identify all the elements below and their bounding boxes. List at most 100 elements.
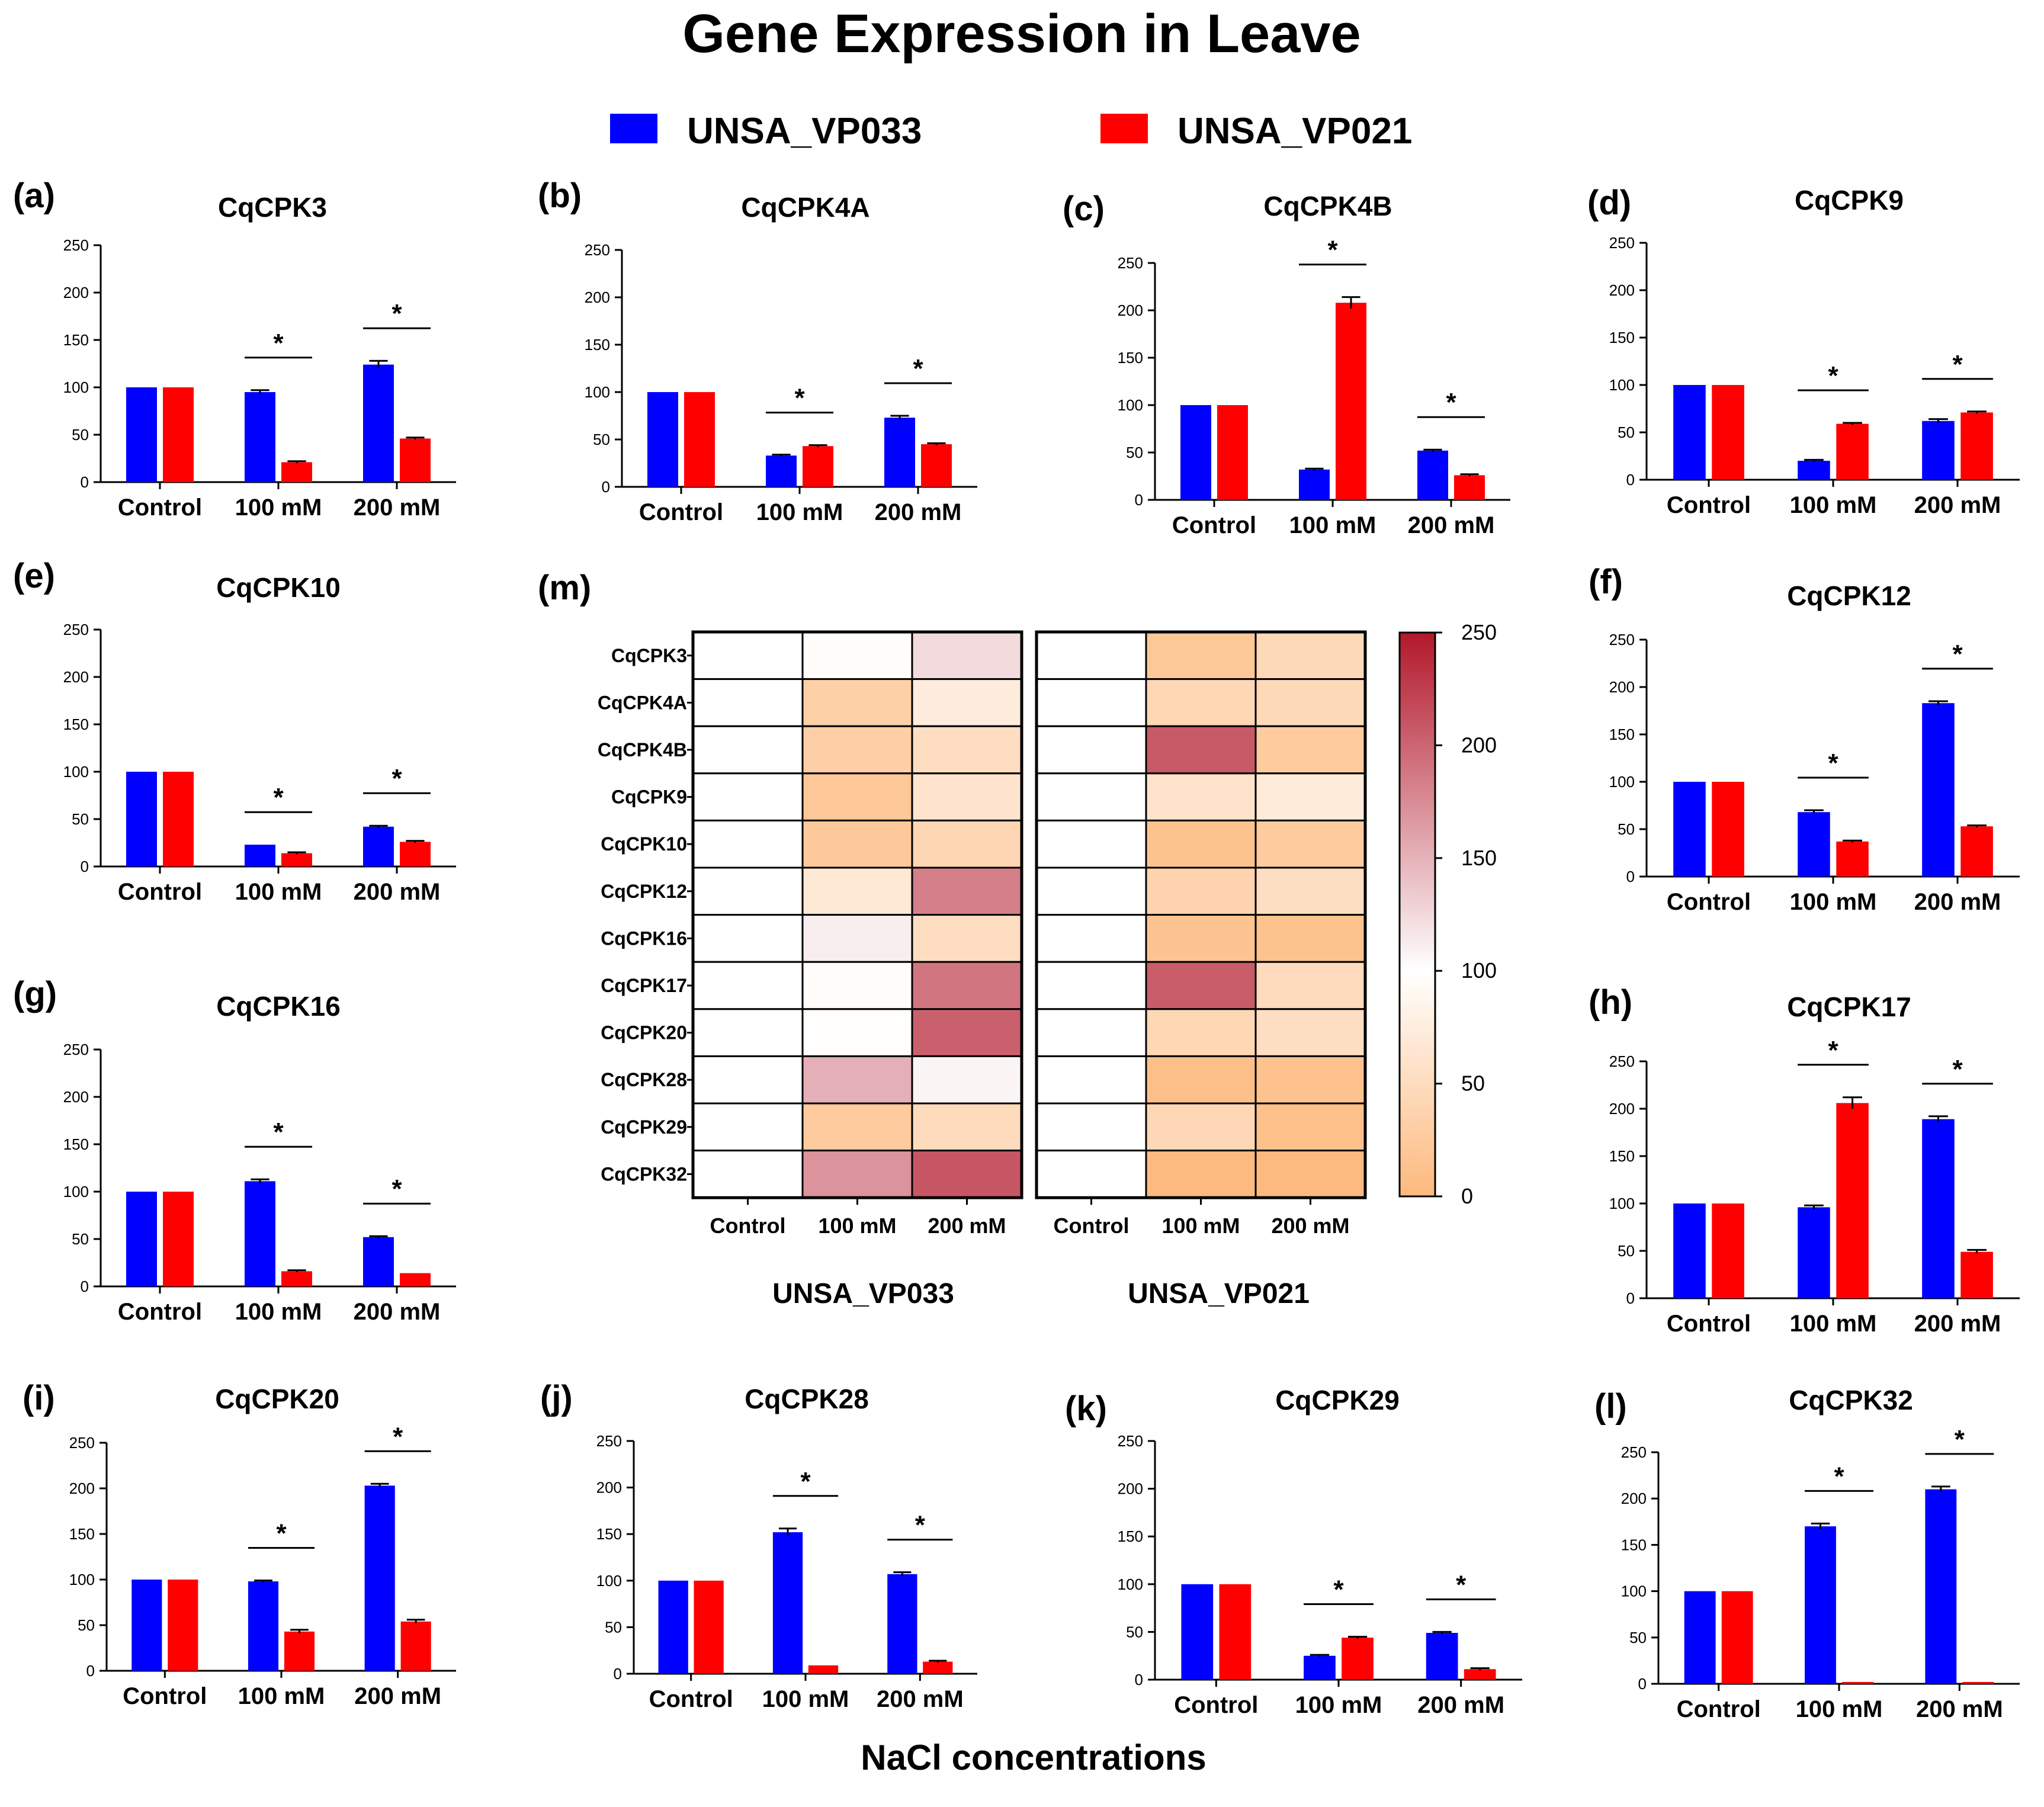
heatmap-cell (801, 1008, 913, 1057)
heatmap-cell (1254, 819, 1366, 869)
bar (808, 1665, 839, 1674)
bar (1673, 385, 1706, 480)
significance-star: * (1327, 236, 1338, 265)
significance-star: * (1333, 1575, 1344, 1604)
heatmap-col-label: 200 mM (1271, 1214, 1349, 1238)
heatmap-cell (1035, 1008, 1147, 1057)
x-tick-label: 100 mM (1790, 492, 1877, 518)
heatmap-cell (1035, 961, 1147, 1010)
heatmap-cell (1254, 1150, 1366, 1199)
significance-star: * (1828, 361, 1838, 390)
panel-letter: (h) (1589, 983, 1632, 1022)
heatmap-cell (801, 678, 913, 727)
bar (363, 364, 394, 482)
bar (1180, 405, 1211, 500)
heatmap-cell (1254, 1102, 1366, 1152)
x-tick-label: 100 mM (756, 499, 843, 525)
panel-title: CqCPK4A (741, 192, 869, 223)
heatmap-cell (911, 819, 1023, 869)
bar-panel-CqCPK29: (k) CqCPK29 0 50 100 150 200 250 Control 100 mM * 2… (1065, 1385, 1522, 1718)
bar (1721, 1591, 1753, 1684)
bar (1960, 1251, 1993, 1298)
heatmap-cell (1145, 772, 1257, 821)
heatmap-cell (1254, 631, 1366, 681)
panel-letter: (l) (1594, 1387, 1627, 1426)
heatmap-cell (1035, 631, 1147, 681)
bar (694, 1580, 724, 1674)
significance-star: * (913, 354, 923, 383)
heatmap-cell (911, 1102, 1023, 1152)
heatmap-cell (801, 819, 913, 869)
heatmap-cell (1035, 1055, 1147, 1105)
significance-star: * (1834, 1462, 1844, 1491)
y-tick-label: 250 (596, 1432, 622, 1450)
bar (1798, 461, 1830, 480)
heatmap-col-label: 100 mM (1161, 1214, 1240, 1238)
significance-star: * (1952, 1055, 1963, 1084)
bar (884, 418, 915, 487)
bar (923, 1661, 953, 1674)
significance-star: * (273, 1118, 284, 1147)
significance-star: * (392, 1174, 402, 1203)
bar (658, 1580, 688, 1674)
significance-star: * (1456, 1570, 1467, 1599)
heatmap-cell (911, 678, 1023, 727)
bar (400, 1273, 431, 1286)
bar (1454, 475, 1485, 500)
bar (1922, 703, 1955, 877)
heatmap-cell (1145, 1055, 1257, 1105)
colorbar-tick-label: 150 (1461, 846, 1497, 870)
x-tick-label: Control (1667, 889, 1751, 915)
heatmap-cell (911, 725, 1023, 775)
x-tick-label: 100 mM (238, 1683, 325, 1709)
bar (126, 387, 157, 482)
heatmap-row-label: CqCPK4B (598, 739, 687, 760)
bar (1836, 841, 1869, 877)
heatmap-cell (801, 725, 913, 775)
bar (1673, 1203, 1706, 1298)
significance-star: * (1828, 1036, 1838, 1065)
y-tick-label: 0 (81, 1278, 89, 1295)
heatmap-col-label: Control (710, 1214, 786, 1238)
y-tick-label: 200 (596, 1479, 622, 1497)
bar-panel-CqCPK4A: (b) CqCPK4A 0 50 100 150 200 250 Control 100 mM * 2… (538, 176, 977, 525)
heatmap-cell (1254, 1055, 1366, 1105)
y-tick-label: 50 (1618, 1242, 1635, 1260)
bar (245, 845, 275, 866)
x-tick-label: 100 mM (235, 879, 322, 905)
bar-panel-CqCPK3: (a) CqCPK3 0 50 100 150 200 250 Control 100 mM * 20… (13, 176, 456, 521)
bar (245, 392, 275, 482)
bar (1836, 1103, 1869, 1298)
bar (1922, 1119, 1955, 1298)
heatmap-cell (801, 1150, 913, 1199)
heatmap-group-label: UNSA_VP033 (772, 1278, 954, 1309)
y-tick-label: 50 (72, 426, 89, 444)
heatmap-cell (1035, 725, 1147, 775)
bar (1299, 469, 1330, 500)
bar-panel-CqCPK17: (h) CqCPK17 0 50 100 150 200 250 Control 100 mM * 2… (1589, 983, 2020, 1337)
x-tick-label: Control (118, 495, 202, 521)
x-tick-label: 100 mM (235, 1299, 322, 1325)
x-tick-label: 100 mM (1289, 512, 1376, 538)
significance-star: * (1952, 350, 1963, 379)
y-tick-label: 50 (1618, 820, 1635, 838)
significance-star: * (915, 1511, 926, 1540)
heatmap-cell (1254, 866, 1366, 916)
heatmap-cell (1254, 678, 1366, 727)
heatmap-cell (692, 819, 804, 869)
bar (1922, 421, 1955, 480)
x-tick-label: 200 mM (354, 1683, 441, 1709)
bar (1960, 826, 1993, 877)
x-tick-label: Control (118, 1299, 202, 1325)
heatmap-cell (1145, 819, 1257, 869)
y-tick-label: 0 (1135, 491, 1143, 509)
x-tick-label: 200 mM (1914, 1311, 2001, 1337)
y-tick-label: 0 (1135, 1671, 1143, 1689)
y-tick-label: 150 (1621, 1536, 1647, 1554)
bar (363, 826, 394, 866)
bar (1712, 782, 1744, 877)
x-tick-label: 200 mM (875, 499, 962, 525)
heatmap-row-label: CqCPK16 (601, 927, 687, 949)
heatmap-row-label: CqCPK32 (601, 1163, 687, 1185)
y-tick-label: 100 (63, 763, 89, 781)
